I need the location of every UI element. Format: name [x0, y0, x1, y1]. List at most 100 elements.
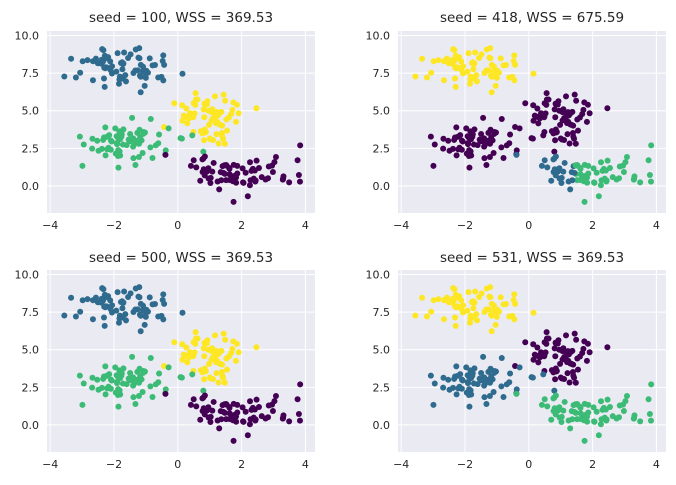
data-point: [121, 288, 128, 295]
data-point: [419, 294, 426, 301]
data-point: [622, 398, 629, 405]
data-point: [155, 140, 162, 147]
data-point: [137, 312, 144, 319]
data-point: [193, 403, 200, 410]
data-point: [551, 167, 558, 174]
data-point: [80, 380, 87, 387]
data-point: [486, 54, 493, 61]
x-tick-label: 4: [302, 219, 309, 232]
y-tick-label: 7.5: [373, 306, 391, 319]
data-point: [516, 364, 523, 371]
x-tick-label: 0: [525, 458, 532, 471]
data-point: [452, 322, 459, 329]
data-point: [552, 411, 559, 418]
data-point: [101, 83, 108, 90]
data-point: [552, 114, 559, 121]
data-point: [149, 62, 156, 69]
data-point: [566, 140, 573, 147]
data-point: [563, 93, 570, 100]
data-point: [201, 114, 208, 121]
x-tick-label: 2: [238, 458, 245, 471]
data-point: [543, 335, 550, 342]
data-point: [490, 150, 497, 157]
data-point: [207, 179, 214, 186]
subplot-3-xticks: −4 −2 0 2 4: [42, 458, 309, 471]
data-point: [191, 110, 198, 117]
data-point: [560, 168, 567, 175]
data-point: [580, 178, 587, 185]
data-point: [577, 410, 584, 417]
data-point: [253, 344, 260, 351]
data-point: [430, 401, 437, 408]
data-point: [184, 120, 191, 127]
data-point: [114, 380, 121, 387]
data-point: [647, 417, 654, 424]
data-point: [197, 416, 204, 423]
data-point: [206, 121, 213, 128]
data-point: [89, 145, 96, 152]
data-point: [469, 370, 476, 377]
data-point: [552, 126, 559, 133]
data-point: [221, 140, 228, 147]
data-point: [184, 359, 191, 366]
data-point: [269, 168, 276, 175]
data-point: [190, 157, 197, 164]
subplot-4: −4 −2 0 2 4 0.0 2.5 5.0 7.5 10.0 seed = 531, WSS…: [366, 250, 666, 471]
data-point: [165, 364, 172, 371]
data-point: [440, 77, 447, 84]
data-point: [252, 178, 259, 185]
data-point: [451, 314, 458, 321]
data-point: [574, 366, 581, 373]
data-point: [522, 339, 529, 346]
data-point: [214, 357, 221, 364]
data-point: [512, 123, 519, 130]
data-point: [565, 351, 572, 358]
data-point: [435, 296, 442, 303]
data-point: [117, 136, 124, 143]
x-tick-label: −4: [42, 458, 58, 471]
subplot-3-title: seed = 500, WSS = 369.53: [89, 250, 273, 266]
data-point: [458, 137, 465, 144]
y-tick-label: 7.5: [373, 67, 391, 80]
data-point: [171, 339, 178, 346]
data-point: [487, 140, 494, 147]
data-point: [140, 130, 147, 137]
data-point: [209, 106, 216, 113]
data-point: [118, 131, 125, 138]
data-point: [251, 406, 258, 413]
data-point: [239, 404, 246, 411]
data-point: [235, 110, 242, 117]
data-point: [201, 137, 208, 144]
data-point: [530, 309, 537, 316]
x-tick-label: −4: [393, 458, 409, 471]
data-point: [201, 365, 208, 372]
data-point: [147, 116, 154, 123]
data-point: [190, 396, 197, 403]
data-point: [269, 407, 276, 414]
subplot-2-points: [412, 45, 655, 205]
data-point: [201, 392, 208, 399]
data-point: [534, 344, 541, 351]
data-point: [558, 418, 565, 425]
data-point: [506, 74, 513, 81]
data-point: [253, 105, 260, 112]
data-point: [557, 121, 564, 128]
data-point: [446, 147, 453, 154]
data-point: [552, 353, 559, 360]
data-point: [193, 164, 200, 171]
data-point: [89, 384, 96, 391]
data-point: [463, 364, 470, 371]
data-point: [122, 311, 129, 318]
data-point: [491, 369, 498, 376]
data-point: [209, 168, 216, 175]
data-point: [467, 76, 474, 83]
data-point: [286, 418, 293, 425]
data-point: [534, 352, 541, 359]
data-point: [272, 153, 279, 160]
data-point: [471, 365, 478, 372]
x-tick-label: 4: [653, 219, 660, 232]
data-point: [458, 305, 465, 312]
data-point: [576, 114, 583, 121]
data-point: [453, 363, 460, 370]
y-tick-label: 0.0: [22, 419, 40, 432]
